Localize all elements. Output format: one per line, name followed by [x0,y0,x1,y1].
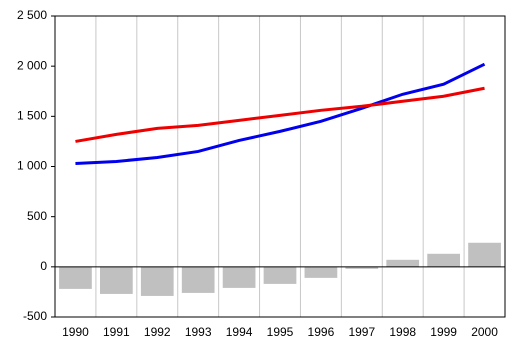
y-tick-label: 1 000 [17,159,47,173]
bar [59,266,92,289]
x-tick-label: 1997 [348,325,375,339]
bar [181,266,215,293]
bar [386,259,420,267]
y-tick-label: 500 [27,209,47,223]
x-tick-label: 1993 [185,325,212,339]
bar [263,266,297,284]
bar [222,266,256,288]
y-tick-label: 0 [40,259,47,273]
x-tick-label: 1998 [389,325,416,339]
y-tick-label: 2 000 [17,58,47,72]
y-tick-label: -500 [23,309,47,323]
plot-frame [54,15,506,318]
x-tick-label: 1994 [226,325,253,339]
y-tick-label: 1 500 [17,109,47,123]
x-tick-label: 1992 [144,325,171,339]
y-tick-label: 2 500 [17,8,47,22]
bar [304,266,338,278]
line [75,62,486,165]
bar [140,266,174,296]
x-tick-label: 1995 [267,325,294,339]
x-tick-label: 1996 [308,325,335,339]
line [75,86,485,143]
bar [345,266,379,269]
bar [100,266,133,294]
x-tick-label: 1990 [62,325,89,339]
x-tick-label: 1991 [103,325,130,339]
x-tick-label: 1999 [430,325,457,339]
bar [468,242,501,267]
x-tick-label: 2000 [471,325,498,339]
bar [427,253,460,267]
